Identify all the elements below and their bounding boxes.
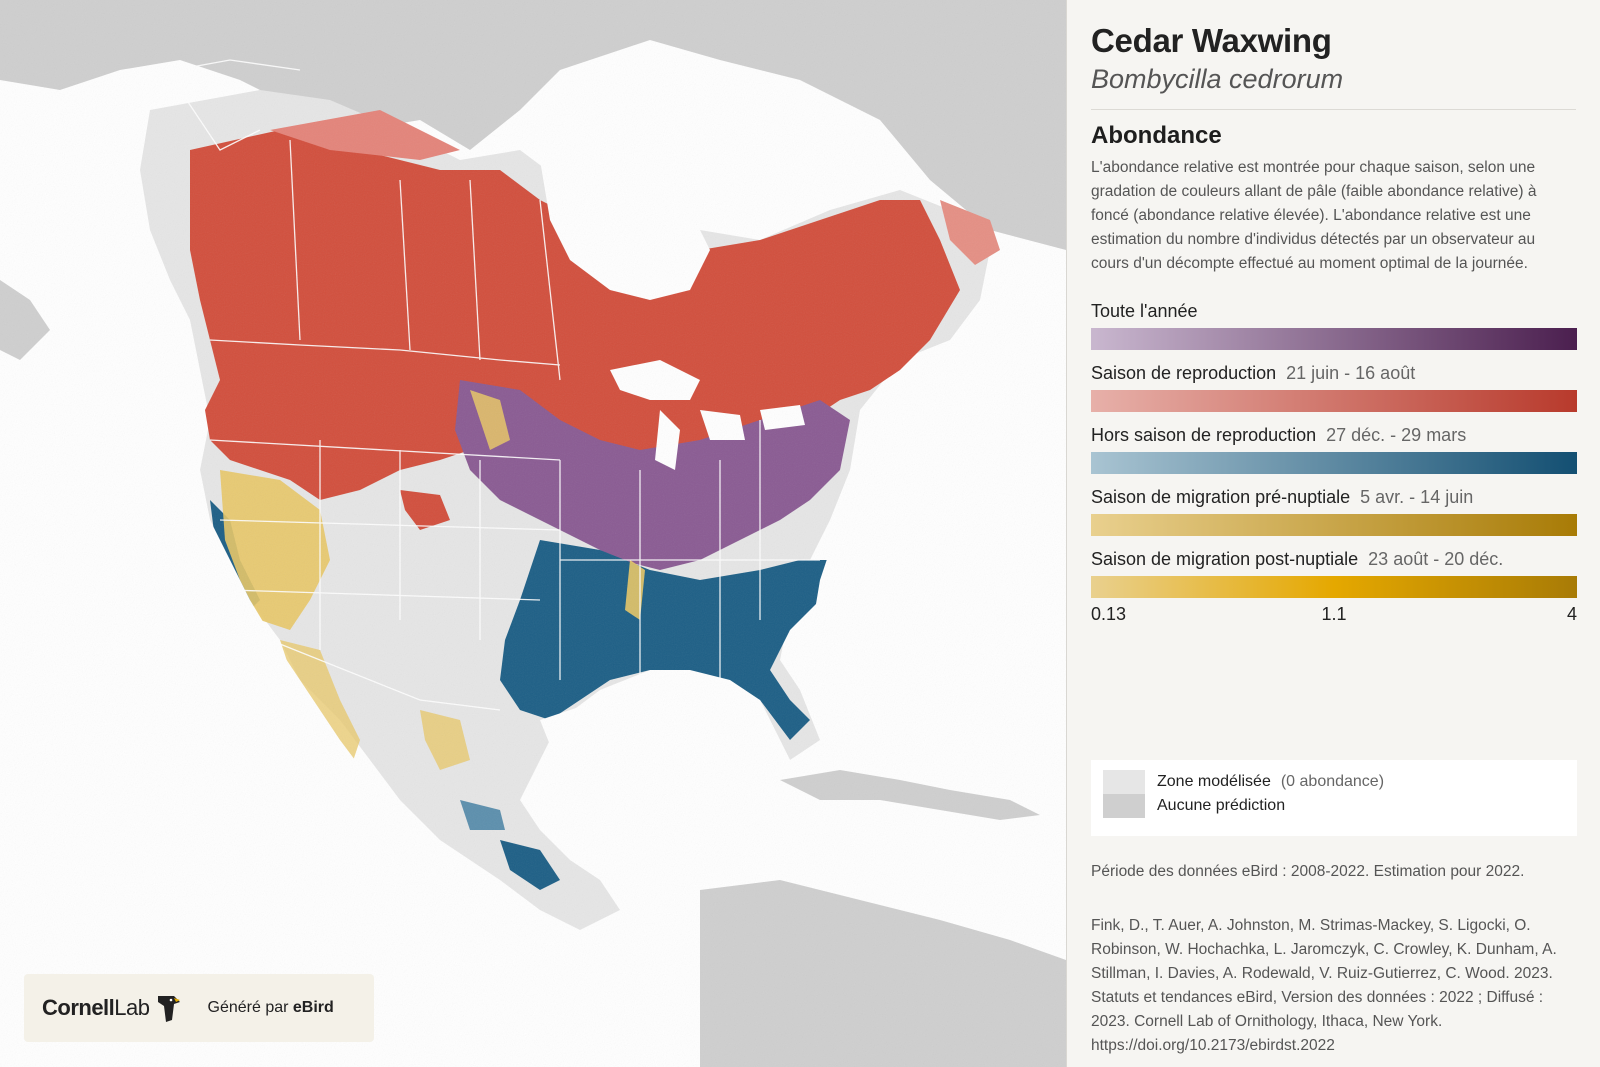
season-dates: 23 août - 20 déc.	[1368, 549, 1504, 569]
season-name: Toute l'année	[1091, 301, 1198, 321]
no-prediction-swatch	[1103, 794, 1145, 818]
season-label: Saison de reproduction 21 juin - 16 août	[1091, 360, 1576, 386]
map-canvas	[0, 0, 1066, 1067]
season-gradient-bar	[1091, 514, 1577, 536]
season-legend: Toute l'année Saison de reproduction 21 ju…	[1091, 298, 1577, 598]
abundance-scale: 0.13 1.1 4	[1091, 604, 1577, 628]
species-scientific-name: Bombycilla cedrorum	[1091, 64, 1344, 94]
divider	[1091, 109, 1576, 110]
bird-logo-icon	[157, 996, 180, 1022]
season-name: Saison de migration post-nuptiale	[1091, 549, 1359, 569]
cornell-lab-logo[interactable]: CornellLab	[42, 995, 150, 1020]
legend-modeled-zone: Zone modélisée (0 abondance)	[1103, 770, 1565, 794]
season-item: Saison de migration pré-nuptiale 5 avr. -…	[1091, 484, 1577, 536]
land-legend: Zone modélisée (0 abondance) Aucune prédi…	[1091, 760, 1577, 836]
season-gradient-bar	[1091, 390, 1577, 412]
scale-min: 0.13	[1091, 604, 1127, 624]
info-panel: Cedar Waxwing Bombycilla cedrorum Abonda…	[1066, 0, 1600, 1067]
season-item: Saison de reproduction 21 juin - 16 août	[1091, 360, 1577, 412]
season-dates: 5 avr. - 14 juin	[1360, 487, 1474, 507]
season-item: Toute l'année	[1091, 298, 1577, 350]
scale-mid: 1.1	[1321, 604, 1347, 624]
data-period: Période des données eBird : 2008-2022. E…	[1091, 862, 1525, 880]
season-name: Saison de migration pré-nuptiale	[1091, 487, 1351, 507]
season-name: Saison de reproduction	[1091, 363, 1277, 383]
generated-by-text: Généré par eBird	[207, 999, 334, 1016]
season-name: Hors saison de reproduction	[1091, 425, 1317, 445]
branding-box[interactable]: CornellLab Généré par eBird	[24, 974, 374, 1042]
season-gradient-bar	[1091, 452, 1577, 474]
season-label: Saison de migration pré-nuptiale 5 avr. -…	[1091, 484, 1576, 510]
abundance-title: Abondance	[1091, 122, 1222, 149]
season-dates: 27 déc. - 29 mars	[1326, 425, 1467, 445]
citation: Fink, D., T. Auer, A. Johnston, M. Strim…	[1091, 916, 1557, 1054]
season-item: Hors saison de reproduction 27 déc. - 29 …	[1091, 422, 1577, 474]
texture-overlay	[0, 0, 1066, 1067]
season-gradient-bar	[1091, 328, 1577, 350]
season-label: Toute l'année	[1091, 298, 1576, 324]
season-dates: 21 juin - 16 août	[1286, 363, 1416, 383]
season-label: Saison de migration post-nuptiale 23 août…	[1091, 546, 1576, 572]
scale-max: 4	[1566, 604, 1577, 624]
season-label: Hors saison de reproduction 27 déc. - 29 …	[1091, 422, 1576, 448]
abundance-map[interactable]: CornellLab Généré par eBird	[0, 0, 1066, 1067]
season-gradient-bar	[1091, 576, 1577, 598]
season-item: Saison de migration post-nuptiale 23 août…	[1091, 546, 1577, 598]
modeled-zone-swatch	[1103, 770, 1145, 794]
species-common-name: Cedar Waxwing	[1091, 22, 1332, 59]
abundance-description: L'abondance relative est montrée pour ch…	[1091, 159, 1537, 272]
legend-no-prediction: Aucune prédiction	[1103, 794, 1565, 818]
